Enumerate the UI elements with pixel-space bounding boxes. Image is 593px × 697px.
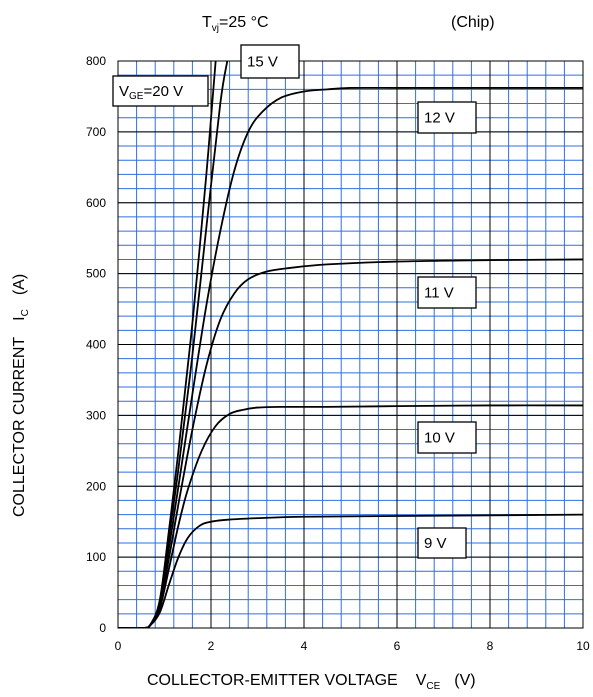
y-tick-labels: 0 100 200 300 400 500 600 700 800 bbox=[86, 54, 106, 635]
y-tick-label: 700 bbox=[86, 125, 106, 139]
label-box-9-v bbox=[417, 527, 467, 559]
curve-label-12-v: 12 V bbox=[424, 110, 455, 127]
curve-9-v bbox=[118, 513, 583, 628]
x-tick-label: 4 bbox=[301, 639, 308, 653]
x-tick-label: 10 bbox=[576, 639, 590, 653]
curve-10-v bbox=[118, 404, 583, 628]
y-tick-label: 200 bbox=[86, 479, 106, 493]
curve-label-9-v: 9 V bbox=[424, 535, 447, 552]
curve-label-15-v: 15 V bbox=[247, 54, 278, 71]
y-tick-label: 600 bbox=[86, 196, 106, 210]
curves bbox=[118, 61, 583, 628]
x-tick-label: 2 bbox=[208, 639, 215, 653]
label-box-11-v bbox=[417, 276, 477, 309]
label-box-12-v bbox=[417, 101, 477, 134]
y-tick-label: 0 bbox=[99, 621, 106, 635]
chip-label: (Chip) bbox=[451, 14, 495, 31]
curve-labels: VGE=20 V 15 V 12 V 11 V 10 V 9 V bbox=[112, 44, 477, 559]
y-tick-label: 500 bbox=[86, 267, 106, 281]
y-tick-label: 400 bbox=[86, 338, 106, 352]
x-tick-label: 8 bbox=[487, 639, 494, 653]
label-box-v-ge-20-v bbox=[112, 75, 209, 107]
y-tick-label: 100 bbox=[86, 550, 106, 564]
curve-label-11-v: 11 V bbox=[424, 285, 454, 302]
label-box-15-v bbox=[240, 44, 300, 79]
plot-frame bbox=[117, 60, 584, 629]
y-tick-label: 300 bbox=[86, 408, 106, 422]
x-tick-label: 0 bbox=[115, 639, 122, 653]
temperature-label: Tvj=25 °C bbox=[202, 14, 269, 34]
x-axis-title: COLLECTOR-EMITTER VOLTAGE VCE (V) bbox=[147, 672, 476, 692]
x-tick-labels: 0 2 4 6 8 10 bbox=[115, 639, 590, 653]
curve-label-10-v: 10 V bbox=[424, 430, 455, 447]
curve-label-v-ge-20-v: VGE=20 V bbox=[119, 83, 183, 102]
y-tick-label: 800 bbox=[86, 54, 106, 68]
label-box-10-v bbox=[417, 421, 477, 454]
x-tick-label: 6 bbox=[394, 639, 401, 653]
y-axis-title: COLLECTOR CURRENTIC(A) bbox=[11, 274, 31, 517]
